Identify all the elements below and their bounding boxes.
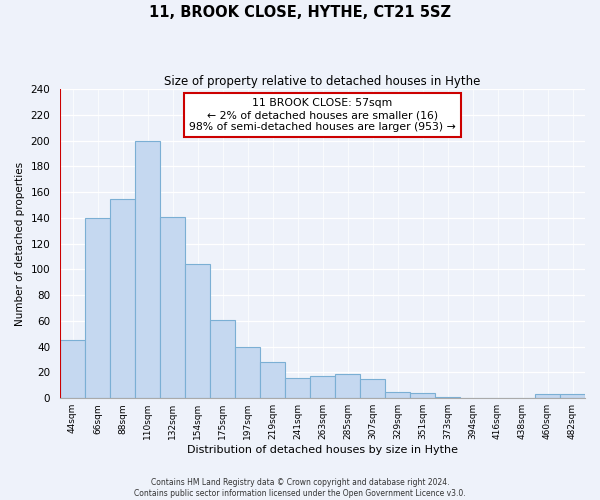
Bar [160,216,185,398]
Bar [185,264,210,398]
Bar [135,140,160,398]
Bar [210,320,235,398]
Text: 11 BROOK CLOSE: 57sqm
← 2% of detached houses are smaller (16)
98% of semi-detac: 11 BROOK CLOSE: 57sqm ← 2% of detached h… [189,98,456,132]
Bar [435,397,460,398]
Bar [360,379,385,398]
Bar [260,362,285,398]
Bar [535,394,560,398]
Text: Contains HM Land Registry data © Crown copyright and database right 2024.
Contai: Contains HM Land Registry data © Crown c… [134,478,466,498]
Title: Size of property relative to detached houses in Hythe: Size of property relative to detached ho… [164,75,481,88]
Bar [235,346,260,398]
Bar [385,392,410,398]
Bar [285,378,310,398]
Text: 11, BROOK CLOSE, HYTHE, CT21 5SZ: 11, BROOK CLOSE, HYTHE, CT21 5SZ [149,5,451,20]
Bar [310,376,335,398]
Bar [110,198,135,398]
Bar [410,393,435,398]
Y-axis label: Number of detached properties: Number of detached properties [15,162,25,326]
Bar [560,394,585,398]
Bar [335,374,360,398]
Bar [85,218,110,398]
Bar [60,340,85,398]
X-axis label: Distribution of detached houses by size in Hythe: Distribution of detached houses by size … [187,445,458,455]
